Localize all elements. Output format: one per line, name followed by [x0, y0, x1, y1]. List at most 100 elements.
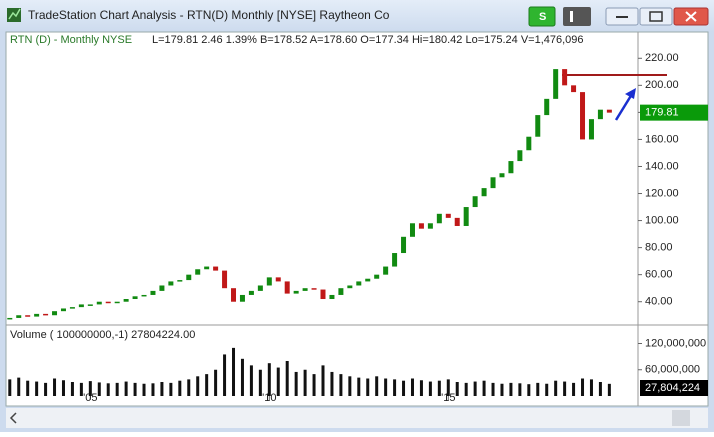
- volume-bar: [258, 369, 262, 396]
- volume-bar: [482, 380, 486, 396]
- candle: [597, 109, 603, 120]
- volume-bar: [473, 381, 477, 396]
- candle: [275, 277, 281, 282]
- volume-bar: [527, 384, 531, 396]
- volume-bar: [205, 374, 209, 396]
- last-price-box: [640, 104, 708, 121]
- candle: [302, 288, 308, 291]
- candle: [105, 301, 111, 304]
- volume-bar: [35, 381, 39, 396]
- maximize-button[interactable]: [639, 7, 673, 26]
- candle: [96, 301, 102, 305]
- volume-bar: [223, 354, 227, 396]
- candle: [52, 311, 58, 316]
- candle: [60, 308, 66, 312]
- volume-bar: [187, 379, 191, 396]
- candle: [16, 315, 22, 318]
- candle: [535, 115, 541, 137]
- candle: [239, 294, 245, 302]
- volume-bar: [312, 374, 316, 396]
- candle: [409, 223, 415, 237]
- candle: [454, 217, 460, 226]
- candle: [132, 296, 138, 300]
- candle: [150, 290, 156, 295]
- candle: [499, 173, 505, 178]
- candle: [177, 280, 183, 282]
- volume-bar: [115, 382, 119, 396]
- volume-bar: [79, 382, 83, 396]
- title-bar: [0, 0, 714, 32]
- volume-bar: [393, 379, 397, 396]
- candle: [490, 177, 496, 189]
- last-volume-box: [640, 380, 708, 396]
- volume-bar: [581, 378, 585, 396]
- y-tick-label: 200.00: [645, 79, 679, 91]
- candle: [356, 281, 362, 286]
- candle: [526, 136, 532, 151]
- volume-bar: [410, 378, 414, 396]
- y-tick-label: 160.00: [645, 133, 679, 145]
- y-tick-label: 100.00: [645, 214, 679, 226]
- volume-bar: [384, 378, 388, 396]
- strategy-button[interactable]: [528, 6, 556, 27]
- volume-bar: [214, 369, 218, 396]
- candle: [168, 281, 174, 286]
- candle: [418, 223, 424, 229]
- volume-bar: [518, 383, 522, 396]
- volume-bar: [232, 347, 236, 396]
- candle: [284, 281, 290, 294]
- volume-bar: [563, 381, 567, 396]
- candle: [311, 288, 317, 290]
- minimize-glyph: [616, 16, 628, 18]
- volume-bar: [240, 358, 244, 396]
- candle: [580, 92, 586, 140]
- close-glyph: [685, 11, 697, 22]
- volume-bar: [339, 374, 343, 396]
- candle: [123, 299, 129, 302]
- candle: [231, 288, 237, 302]
- volume-bar: [8, 379, 12, 396]
- candle: [329, 294, 335, 300]
- candle: [383, 266, 389, 275]
- volume-bar: [428, 381, 432, 396]
- volume-bar: [607, 383, 611, 396]
- volume-bar: [70, 382, 74, 396]
- candle: [159, 285, 165, 291]
- last-volume-label: 27,804,224: [645, 382, 700, 394]
- insert-button[interactable]: [563, 7, 591, 26]
- candle: [445, 213, 451, 218]
- candle: [195, 269, 201, 275]
- candle: [472, 196, 478, 208]
- volume-bar: [44, 382, 48, 396]
- candle: [588, 119, 594, 140]
- volume-bar: [196, 376, 200, 396]
- candle: [248, 290, 254, 295]
- x-tick-label: '15: [441, 392, 455, 404]
- volume-bar: [375, 376, 379, 396]
- volume-bar: [366, 378, 370, 396]
- y-tick-label: 60.00: [645, 269, 673, 281]
- candle: [562, 69, 568, 86]
- candle: [69, 307, 75, 309]
- scroll-left[interactable]: [9, 412, 17, 424]
- scrollbar[interactable]: [6, 408, 708, 428]
- volume-bar: [554, 380, 558, 396]
- candle: [374, 274, 380, 279]
- annotation-arrowhead: [625, 88, 636, 99]
- scroll-thumb[interactable]: [672, 410, 690, 426]
- volume-bar: [419, 380, 423, 396]
- candle: [338, 288, 344, 295]
- window-title: TradeStation Chart Analysis - RTN(D) Mon…: [28, 8, 390, 22]
- candle: [7, 317, 13, 320]
- volume-bar: [598, 382, 602, 396]
- candle: [114, 301, 120, 304]
- volume-bar: [572, 382, 576, 396]
- volume-bar: [169, 382, 173, 396]
- volume-bar: [276, 367, 280, 396]
- volume-bar: [106, 383, 110, 396]
- candle: [43, 313, 49, 316]
- candle: [25, 315, 31, 317]
- candle: [204, 266, 210, 270]
- volume-bar: [455, 382, 459, 396]
